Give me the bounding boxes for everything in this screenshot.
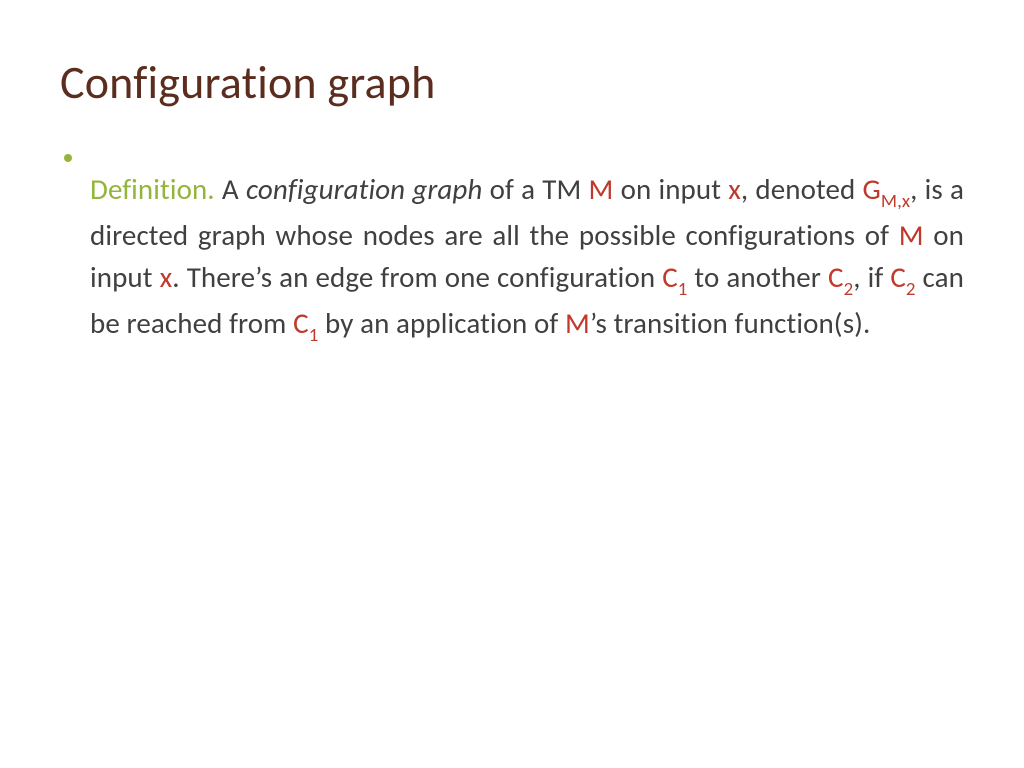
text-segment: G	[862, 171, 880, 207]
body-block: Definition. A configuration graph of a T…	[60, 139, 964, 377]
text-segment: x	[728, 171, 741, 207]
text-segment: to another	[687, 259, 828, 295]
text-segment: ’s transition function(s).	[590, 305, 871, 341]
text-segment: M	[565, 305, 590, 341]
text-segment: C	[662, 259, 678, 295]
bullet-icon	[64, 154, 72, 162]
text-segment: 2	[844, 278, 854, 301]
text-segment: by an application of	[318, 305, 565, 341]
text-segment: A	[222, 171, 246, 207]
text-segment: configuration graph	[246, 171, 483, 207]
slide: Configuration graph Definition. A config…	[0, 0, 1024, 768]
text-segment: C	[293, 305, 309, 341]
definition-label: Definition.	[90, 171, 215, 207]
text-segment: 1	[678, 278, 688, 301]
text-segment: 1	[309, 324, 319, 347]
text-segment: C	[890, 259, 906, 295]
text-segment: of a TM	[482, 171, 588, 207]
text-segment: C	[828, 259, 844, 295]
text-segment: , denoted	[741, 171, 863, 207]
definition-paragraph: Definition. A configuration graph of a T…	[90, 168, 964, 348]
text-segment: . There’s an edge from one configuration	[172, 259, 662, 295]
text-segment: M	[899, 217, 924, 253]
text-segment: , if	[853, 259, 890, 295]
text-segment: on input	[613, 171, 728, 207]
slide-title: Configuration graph	[60, 55, 964, 111]
text-segment: 2	[906, 278, 916, 301]
text-segment: x	[160, 259, 173, 295]
text-segment: M,x	[881, 190, 910, 213]
text-segment: M	[589, 171, 614, 207]
